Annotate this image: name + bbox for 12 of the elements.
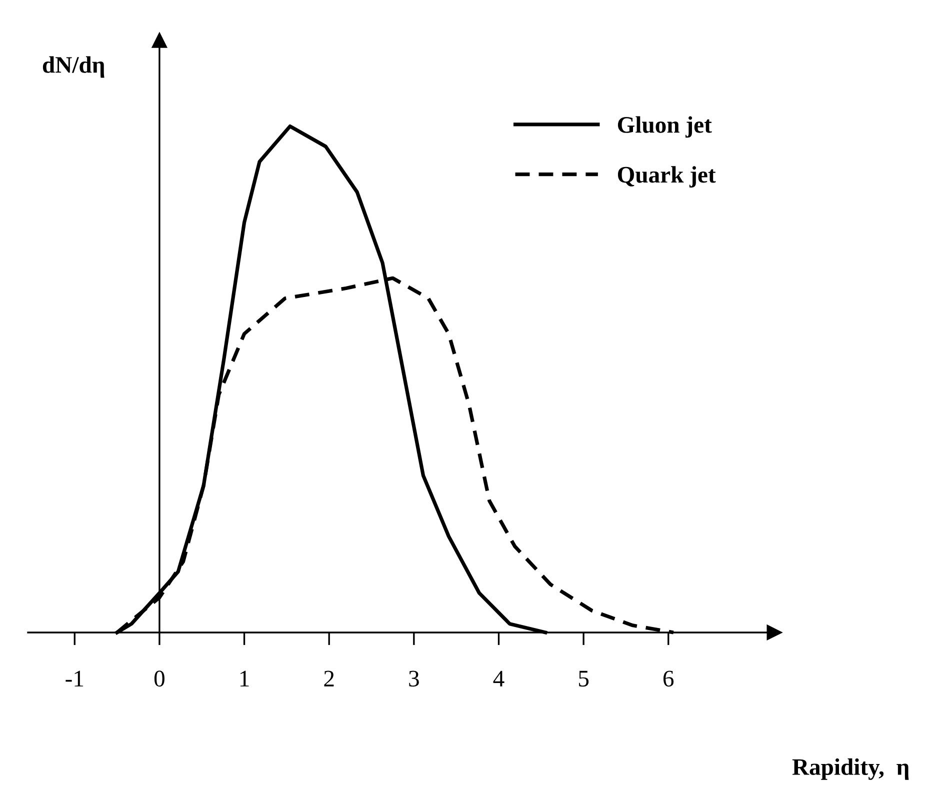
x-tick-label: 5 (579, 670, 589, 687)
x-tick-label: 1 (240, 670, 249, 686)
x-tick-label: 0 (154, 670, 164, 687)
legend-label: Quark jet (618, 166, 716, 188)
x-tick-label: 3 (409, 670, 419, 687)
x-tick-label: 6 (663, 670, 674, 687)
x-tick-label: 4 (493, 670, 504, 686)
x-axis-title: Rapidity, η (792, 758, 909, 780)
y-axis-title: dN/dη (42, 56, 104, 78)
legend-label: Gluon jet (618, 116, 712, 138)
x-tick-label: -1 (66, 670, 84, 686)
x-tick-label: 2 (324, 670, 334, 686)
